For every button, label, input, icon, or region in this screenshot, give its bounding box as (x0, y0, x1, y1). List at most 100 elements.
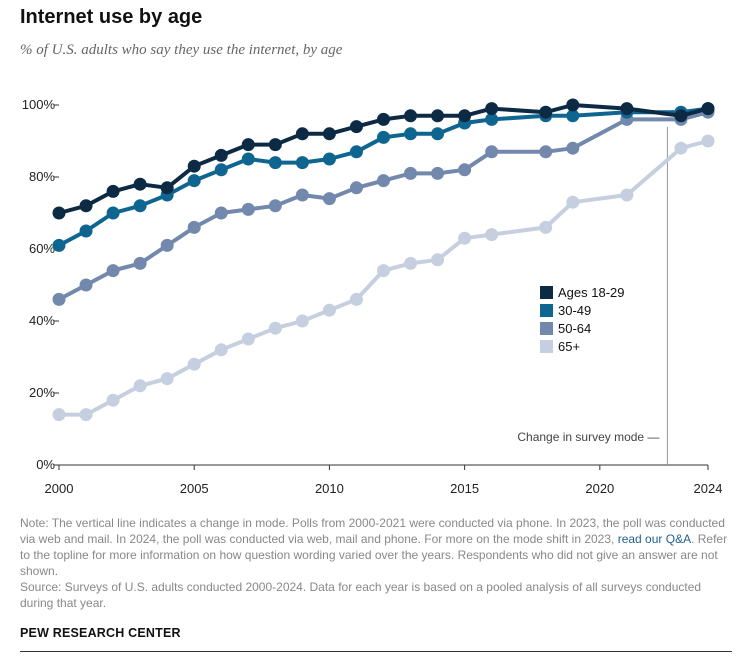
data-point (539, 105, 553, 119)
qa-link[interactable]: read our Q&A (617, 532, 692, 546)
data-point (160, 181, 174, 195)
legend-swatch (540, 322, 553, 335)
data-point (295, 188, 309, 202)
data-point (539, 220, 553, 234)
data-point (295, 156, 309, 170)
data-point (566, 195, 580, 209)
data-point (133, 199, 147, 213)
data-point (52, 238, 66, 252)
data-point (349, 292, 363, 306)
data-point (349, 181, 363, 195)
data-point (485, 145, 499, 159)
data-point (160, 372, 174, 386)
legend-label: 30-49 (558, 303, 591, 318)
data-point (214, 206, 228, 220)
series-50-64 (52, 105, 715, 306)
data-point (52, 408, 66, 422)
data-point (106, 184, 120, 198)
legend-label: 50-64 (558, 321, 591, 336)
chart-title: Internet use by age (20, 6, 203, 28)
data-point (404, 109, 418, 123)
data-point (241, 202, 255, 216)
data-point (377, 174, 390, 188)
data-point (701, 134, 715, 148)
data-point (322, 192, 336, 206)
note-text-after-link: . Refer to the topline for more informat… (20, 532, 728, 578)
data-point (701, 102, 715, 116)
x-tick-label: 2010 (315, 481, 344, 496)
data-point (241, 138, 255, 152)
series-line (58, 106, 709, 248)
data-point (620, 102, 634, 116)
data-point (620, 188, 634, 202)
data-point (268, 156, 282, 170)
data-point (458, 109, 472, 123)
data-point (187, 357, 201, 371)
data-point (322, 303, 336, 317)
x-tick-label: 2005 (180, 481, 209, 496)
data-point (566, 141, 580, 155)
legend-swatch (540, 304, 553, 317)
line-chart: 0% 20% 40% 60% 80% 100% 2000 2005 2010 2015 2020 20… (22, 97, 723, 496)
data-point (458, 231, 472, 245)
legend: Ages 18-29 30-49 50-64 65+ (540, 285, 625, 354)
series-lines (52, 98, 715, 422)
data-point (187, 220, 201, 234)
data-point (106, 393, 120, 407)
data-point (485, 228, 499, 242)
series-line (58, 103, 709, 215)
y-tick-label: 100% (22, 97, 56, 112)
data-point (674, 109, 688, 123)
data-point (106, 264, 120, 278)
data-point (214, 343, 228, 357)
data-point (566, 109, 580, 123)
data-point (322, 127, 336, 141)
data-point (349, 120, 363, 134)
legend-label: Ages 18-29 (558, 285, 625, 300)
data-point (133, 379, 147, 393)
data-point (674, 141, 688, 155)
data-point (377, 264, 390, 278)
y-tick-label: 40% (29, 313, 55, 328)
notes: Note: The vertical line indicates a chan… (20, 515, 735, 611)
bottom-divider (20, 651, 732, 652)
data-point (539, 145, 553, 159)
data-point (404, 256, 418, 270)
y-tick-label: 20% (29, 385, 55, 400)
data-point (404, 127, 418, 141)
x-tick-label: 2020 (585, 481, 614, 496)
data-point (404, 166, 418, 180)
data-point (431, 166, 445, 180)
data-point (268, 138, 282, 152)
data-point (431, 109, 445, 123)
y-tick-label: 80% (29, 169, 55, 184)
data-point (485, 112, 499, 126)
chart-subtitle: % of U.S. adults who say they use the in… (20, 42, 343, 58)
note-text-before-link: Note: The vertical line indicates a chan… (20, 516, 725, 546)
series-ages-18-29 (52, 98, 715, 220)
data-point (79, 408, 93, 422)
x-tick-label: 2024 (694, 481, 723, 496)
note-text: Note: The vertical line indicates a chan… (20, 515, 735, 579)
legend-label: 65+ (558, 339, 580, 354)
legend-swatch (540, 340, 553, 353)
data-point (377, 112, 390, 126)
legend-swatch (540, 286, 553, 299)
brand-logo-text: PEW RESEARCH CENTER (20, 626, 181, 640)
data-point (485, 102, 499, 116)
x-tick-label: 2015 (450, 481, 479, 496)
series-line (58, 110, 709, 302)
source-text: Source: Surveys of U.S. adults conducted… (20, 580, 702, 610)
data-point (268, 199, 282, 213)
data-point (214, 148, 228, 162)
data-point (79, 199, 93, 213)
data-point (187, 174, 201, 188)
data-point (52, 206, 66, 220)
data-point (268, 321, 282, 335)
data-point (79, 278, 93, 292)
data-point (214, 163, 228, 177)
data-point (187, 159, 201, 173)
data-point (431, 253, 445, 267)
data-point (241, 332, 255, 346)
data-point (241, 152, 255, 166)
